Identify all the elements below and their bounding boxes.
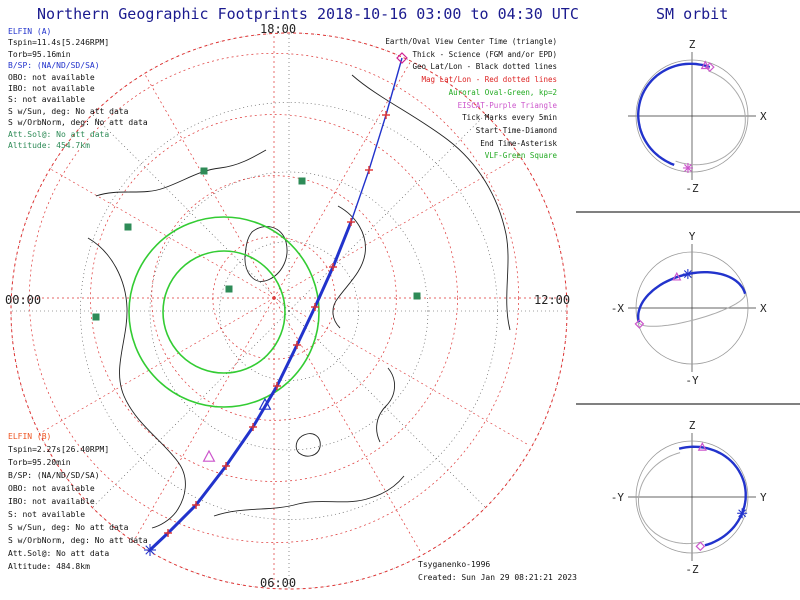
legend-line: Start Time-Diamond	[475, 125, 557, 135]
sm-axis-label: -Z	[685, 182, 699, 195]
sm-axis-label: X	[760, 302, 767, 315]
sm-axis-label: -Y	[685, 374, 699, 387]
elfin-b-info: ELFIN (B) Tspin=2.27s[26.40RPM] Torb=95.20…	[8, 430, 148, 573]
legend-line: Thick - Science (FGM and/or EPD)	[412, 49, 558, 59]
sm-axis-label: Y	[689, 230, 696, 243]
info-line: Altitude: 454.7km	[8, 141, 90, 151]
info-line: S w/Sun, deg: No att data	[8, 106, 129, 116]
info-line: IBO: not available	[8, 84, 95, 94]
sm-axis-label: Z	[689, 419, 696, 432]
legend-line: Geo Lat/Lon - Black dotted lines	[412, 62, 558, 72]
elfin-b-header: ELFIN (B)	[8, 432, 52, 441]
vlf-squares	[92, 167, 421, 321]
sm-axis-label: -Y	[611, 491, 625, 504]
info-line: IBO: not available	[8, 497, 95, 506]
created-label: Created: Sun Jan 29 08:21:21 2023	[418, 573, 577, 582]
info-line: S w/OrbNorm, deg: No att data	[8, 118, 148, 128]
model-label: Tsyganenko-1996	[418, 560, 491, 569]
elfin-a-info: ELFIN (A) Tspin=11.4s[5.246RPM] Torb=95.16…	[8, 26, 148, 151]
footprint-track	[144, 52, 408, 556]
plot-legend: Earth/Oval View Center Time (triangle) Th…	[337, 36, 557, 163]
clock-label-06: 06:00	[260, 576, 297, 590]
legend-line: EISCAT-Purple Triangle	[457, 100, 557, 110]
info-line: Torb=95.16min	[8, 49, 71, 59]
info-line: Altitude: 484.8km	[8, 562, 90, 571]
clock-label-18: 18:00	[260, 22, 297, 36]
legend-line: Mag Lat/Lon - Red dotted lines	[421, 75, 557, 85]
info-line: B/SP: (NA/ND/SD/SA)	[8, 471, 100, 480]
legend-line: End Time-Asterisk	[480, 138, 557, 148]
sm-axis-label: -X	[611, 302, 625, 315]
info-line: OBO: not available	[8, 72, 95, 82]
main-footprint-plot	[10, 32, 568, 590]
info-line: Tspin=11.4s[5.246RPM]	[8, 38, 110, 48]
auroral-oval	[128, 216, 320, 408]
info-line: Att.Sol@: No att data	[8, 549, 110, 558]
legend-line: Earth/Oval View Center Time (triangle)	[385, 37, 557, 46]
legend-line: Auroral Oval-Green, kp=2	[448, 87, 557, 97]
info-line: S w/Sun, deg: No att data	[8, 523, 129, 532]
info-line: S w/OrbNorm, deg: No att data	[8, 536, 148, 545]
coastline-layer	[87, 74, 511, 529]
info-line: Tspin=2.27s[26.40RPM]	[8, 445, 110, 454]
info-line: OBO: not available	[8, 484, 95, 493]
info-line: S: not available	[8, 510, 86, 519]
sm-axis-label: -Z	[685, 563, 699, 576]
sm-axis-label: Z	[689, 38, 696, 51]
clock-label-00: 00:00	[5, 293, 42, 307]
sm-axis-label: Y	[760, 491, 767, 504]
clock-label-12: 12:00	[534, 293, 571, 307]
sm-orbit-panels: Z -Z X Y -Y X -X Z -Z Y -Y	[576, 38, 800, 576]
legend-line: VLF-Green Square	[484, 151, 557, 161]
info-line: B/SP: (NA/ND/SD/SA)	[8, 61, 100, 71]
legend-line: Tick Marks every 5min	[462, 113, 557, 123]
sm-orbit-title: SM orbit	[656, 5, 729, 23]
info-line: Att.Sol@: No att data	[8, 129, 110, 139]
info-line: S: not available	[8, 95, 86, 105]
sm-axis-label: X	[760, 110, 767, 123]
outer-boundary-circle	[10, 32, 568, 590]
plot-title: Northern Geographic Footprints 2018-10-1…	[37, 5, 579, 23]
elfin-a-header: ELFIN (A)	[8, 27, 52, 36]
info-line: Torb=95.20min	[8, 458, 71, 467]
